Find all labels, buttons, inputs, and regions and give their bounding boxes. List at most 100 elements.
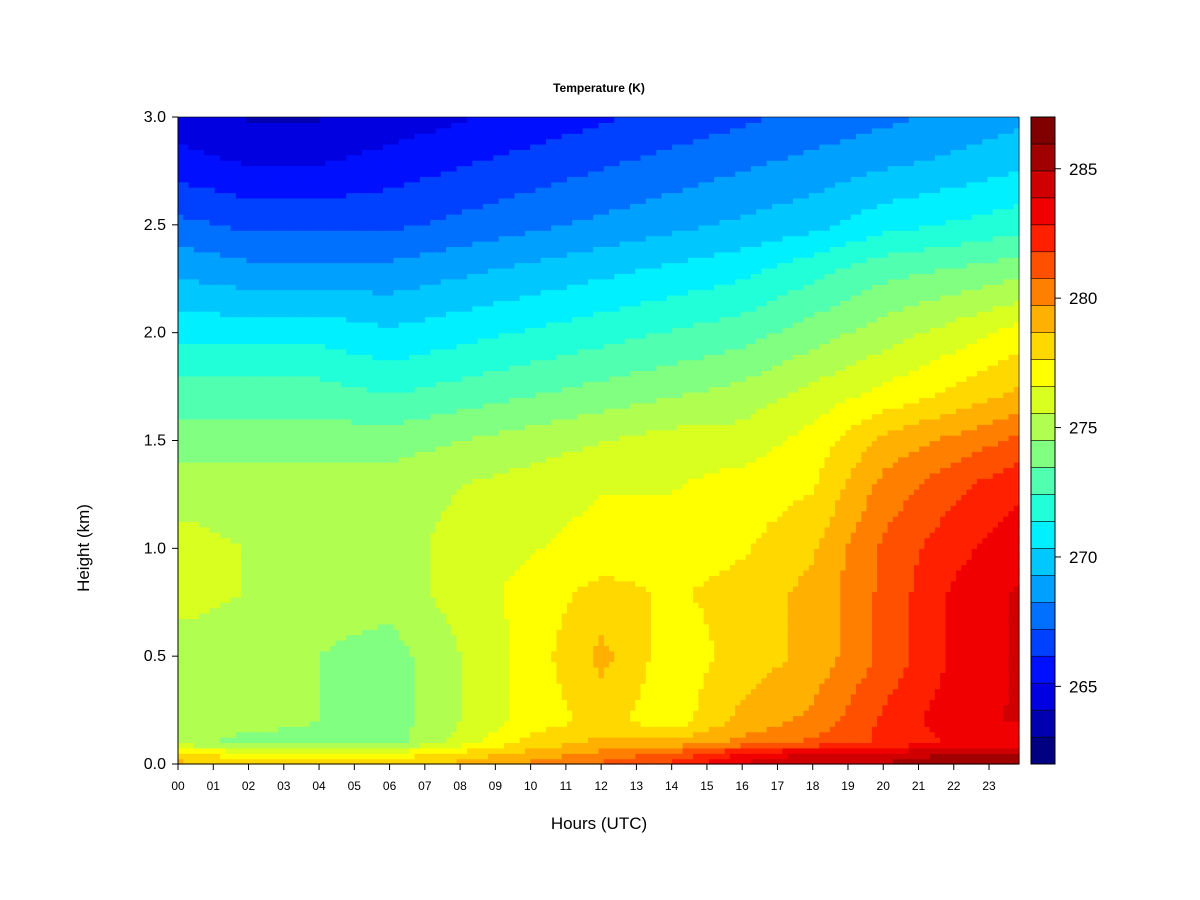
heatmap-cell <box>1008 699 1015 706</box>
heatmap-cell <box>640 677 647 684</box>
heatmap-cell <box>530 634 537 641</box>
heatmap-cell <box>835 710 841 717</box>
heatmap-cell <box>435 618 442 625</box>
heatmap-cell <box>934 602 941 609</box>
heatmap-cell <box>635 661 642 668</box>
heatmap-cell <box>593 596 600 603</box>
heatmap-cell <box>204 607 211 614</box>
heatmap-cell <box>672 747 678 754</box>
heatmap-cell <box>672 645 678 652</box>
heatmap-cell <box>482 634 489 641</box>
heatmap-cell <box>913 656 920 663</box>
heatmap-cell <box>919 737 925 744</box>
heatmap-cell <box>845 758 852 765</box>
heatmap-cell <box>388 693 395 700</box>
heatmap-cell <box>682 747 689 754</box>
heatmap-cell <box>277 683 284 690</box>
heatmap-cell <box>924 737 931 744</box>
heatmap-cell <box>488 753 494 760</box>
heatmap-cell <box>582 742 589 749</box>
heatmap-cell <box>661 699 668 706</box>
heatmap-cell <box>335 699 342 706</box>
heatmap-cell <box>225 715 232 722</box>
heatmap-cell <box>866 747 873 754</box>
heatmap-cell <box>782 661 789 668</box>
heatmap-cell <box>630 596 636 603</box>
heatmap-cell <box>288 645 295 652</box>
heatmap-cell <box>887 693 894 700</box>
heatmap-cell <box>966 726 973 733</box>
heatmap-cell <box>929 742 936 749</box>
heatmap-cell <box>1013 747 1020 754</box>
heatmap-cell <box>635 623 642 630</box>
heatmap-cell <box>241 726 247 733</box>
heatmap-cell <box>482 613 489 620</box>
heatmap-cell <box>209 710 216 717</box>
heatmap-cell <box>277 596 284 603</box>
heatmap-cell <box>251 639 258 646</box>
heatmap-cell <box>819 639 826 646</box>
heatmap-cell <box>178 645 184 652</box>
heatmap-cell <box>446 623 452 630</box>
heatmap-cell <box>666 618 673 625</box>
heatmap-cell <box>708 742 715 749</box>
heatmap-cell <box>903 618 910 625</box>
heatmap-cell <box>346 753 353 760</box>
heatmap-cell <box>982 731 989 738</box>
heatmap-cell <box>698 666 705 673</box>
heatmap-cell <box>750 672 757 679</box>
heatmap-cell <box>235 753 242 760</box>
heatmap-cell <box>372 704 379 711</box>
heatmap-cell <box>850 629 857 636</box>
heatmap-cell <box>351 661 358 668</box>
heatmap-cell <box>267 591 274 598</box>
heatmap-cell <box>898 742 904 749</box>
heatmap-cell <box>724 677 731 684</box>
heatmap-cell <box>535 704 542 711</box>
heatmap-cell <box>798 602 805 609</box>
heatmap-cell <box>262 629 268 636</box>
heatmap-cell <box>220 623 226 630</box>
heatmap-cell <box>919 693 925 700</box>
heatmap-cell <box>840 650 847 657</box>
heatmap-cell <box>703 742 710 749</box>
heatmap-cell <box>309 656 316 663</box>
heatmap-cell <box>808 688 815 695</box>
heatmap-cell <box>361 683 368 690</box>
heatmap-cell <box>976 683 983 690</box>
heatmap-cell <box>787 623 794 630</box>
heatmap-cell <box>283 629 289 636</box>
heatmap-cell <box>535 742 542 749</box>
heatmap-cell <box>645 645 652 652</box>
heatmap-cell <box>651 623 657 630</box>
heatmap-cell <box>530 715 537 722</box>
heatmap-cell <box>976 737 983 744</box>
heatmap-cell <box>829 753 836 760</box>
heatmap-cell <box>598 742 605 749</box>
heatmap-cell <box>856 618 862 625</box>
heatmap-cell <box>982 737 989 744</box>
heatmap-cell <box>719 661 726 668</box>
heatmap-cell <box>288 672 295 679</box>
heatmap-cell <box>619 677 626 684</box>
heatmap-cell <box>319 672 326 679</box>
heatmap-cell <box>188 634 195 641</box>
heatmap-cell <box>467 731 473 738</box>
heatmap-cell <box>446 677 452 684</box>
heatmap-cell <box>304 618 311 625</box>
heatmap-cell <box>377 683 384 690</box>
heatmap-cell <box>566 715 573 722</box>
heatmap-cell <box>997 629 1004 636</box>
heatmap-cell <box>430 742 437 749</box>
heatmap-cell <box>771 634 778 641</box>
heatmap-cell <box>945 710 952 717</box>
heatmap-cell <box>924 645 931 652</box>
heatmap-cell <box>551 602 558 609</box>
heatmap-cell <box>913 742 920 749</box>
heatmap-cell <box>787 753 794 760</box>
heatmap-cell <box>425 683 431 690</box>
heatmap-cell <box>661 715 668 722</box>
heatmap-cell <box>945 634 952 641</box>
heatmap-cell <box>661 753 668 760</box>
heatmap-cell <box>845 720 852 727</box>
